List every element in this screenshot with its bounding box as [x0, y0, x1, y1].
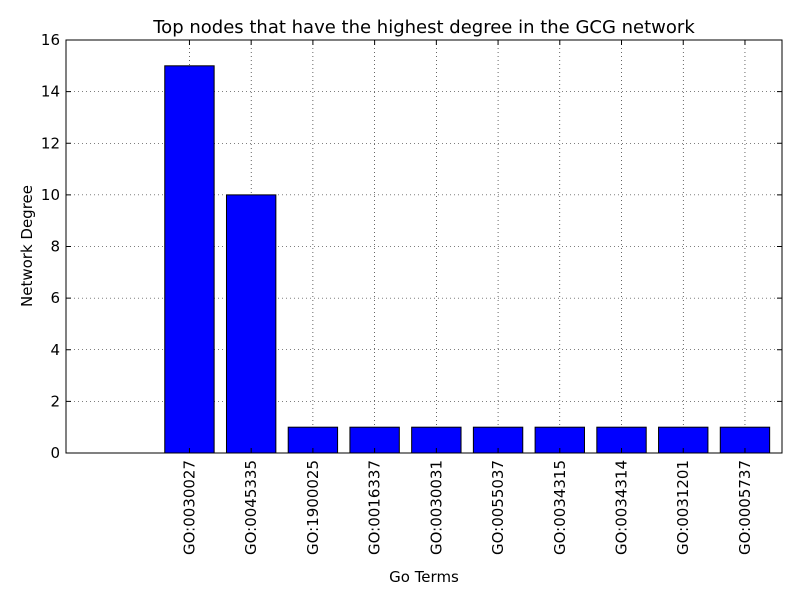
axis-ticks: [66, 39, 782, 454]
x-tick-labels: GO:0030027 GO:0045335 GO:1900025 GO:0016337…: [180, 460, 754, 555]
x-tick-label: GO:0034315: [551, 460, 569, 555]
x-tick-label: GO:1900025: [304, 460, 322, 555]
bar-go-0045335: [225, 194, 277, 454]
x-axis-label: Go Terms: [389, 568, 459, 586]
grid-lines: [66, 39, 782, 454]
y-tick-label: 8: [50, 238, 60, 256]
y-tick-label: 4: [50, 341, 60, 359]
bar-go-0030027: [164, 65, 215, 454]
x-tick-label: GO:0045335: [242, 460, 260, 555]
y-tick-label: 10: [41, 186, 60, 204]
y-tick-label: 12: [41, 134, 60, 152]
x-tick-label: GO:0030031: [427, 460, 445, 555]
x-tick-label: GO:0016337: [366, 460, 384, 555]
bars: [164, 65, 771, 454]
x-tick-label: GO:0034314: [613, 460, 631, 555]
y-tick-label: 16: [41, 31, 60, 49]
x-tick-label: GO:0005737: [736, 460, 754, 555]
x-tick-label: GO:0030027: [180, 460, 198, 555]
y-tick-label: 14: [41, 83, 60, 101]
y-tick-label: 0: [50, 444, 60, 462]
y-axis-label: Network Degree: [18, 185, 36, 307]
y-tick-labels: 0 2 4 6 8 10 12 14 16: [41, 31, 60, 462]
y-tick-label: 6: [50, 289, 60, 307]
y-tick-label: 2: [50, 392, 60, 410]
x-tick-label: GO:0055037: [489, 460, 507, 555]
x-tick-label: GO:0031201: [674, 460, 692, 555]
chart-title: Top nodes that have the highest degree i…: [152, 17, 695, 38]
